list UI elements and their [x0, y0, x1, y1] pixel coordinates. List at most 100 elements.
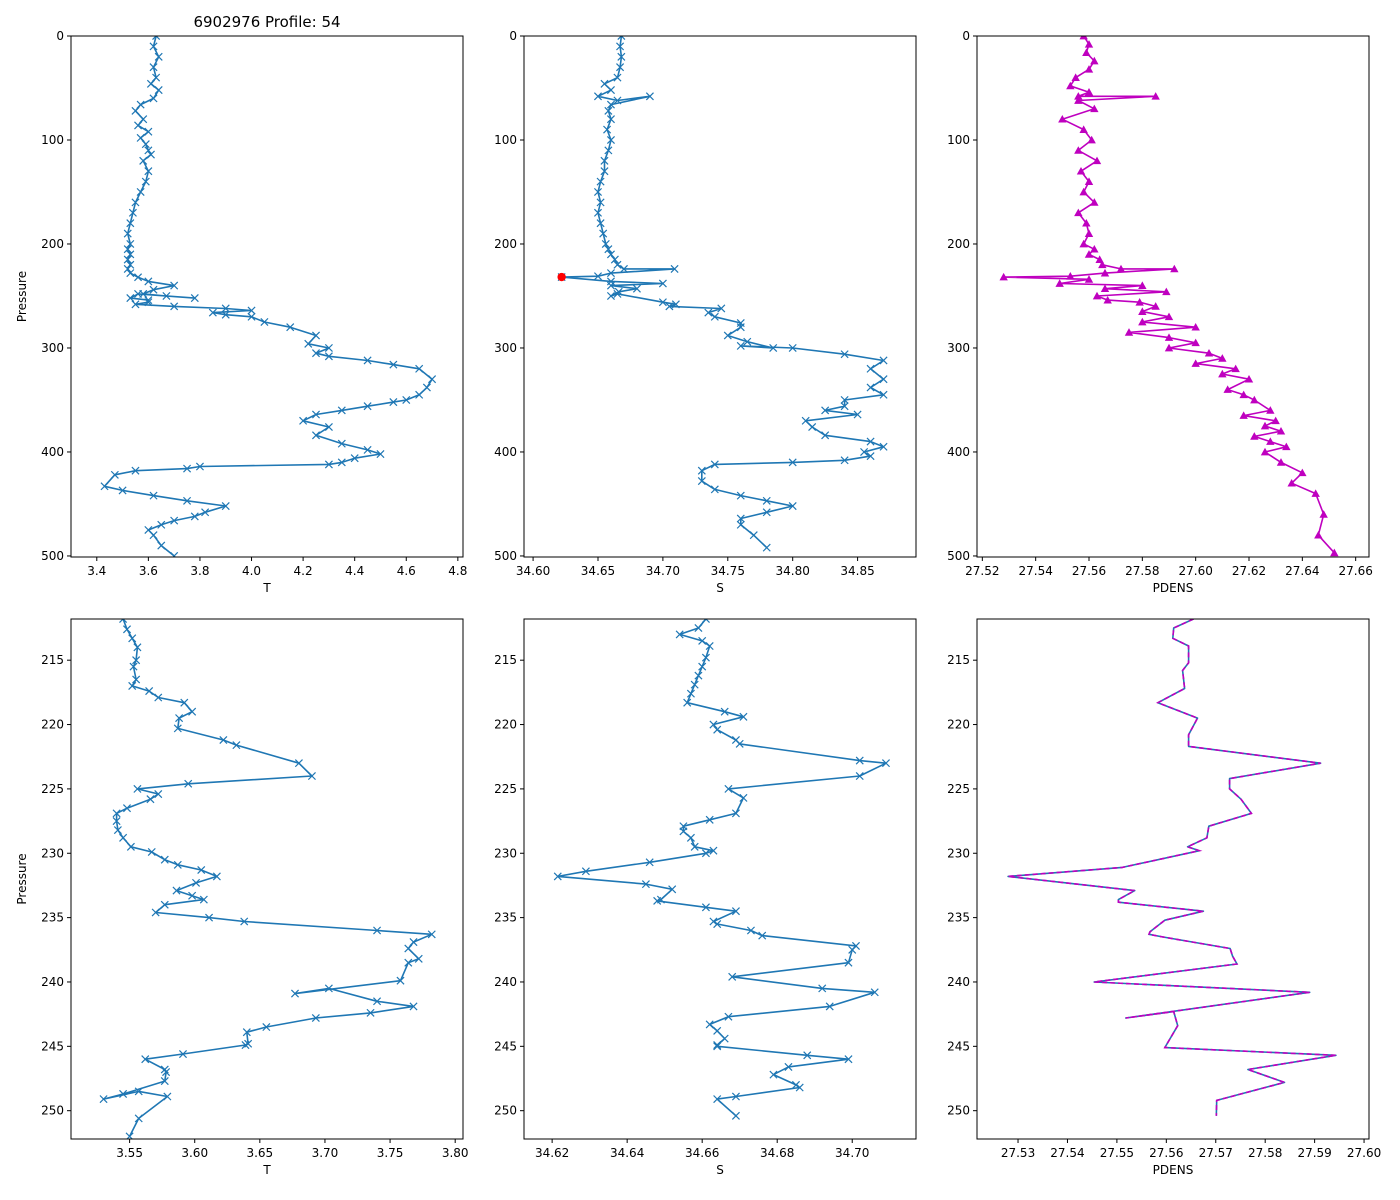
data-point: [242, 1028, 251, 1037]
data-point: [1082, 48, 1091, 56]
chart-plot-zoom_T: [99, 619, 436, 1139]
y-tick-label: 240: [41, 975, 64, 989]
data-point: [801, 416, 810, 425]
data-point: [855, 756, 864, 765]
axes-frame-full_PDENS: [976, 35, 1370, 558]
data-point: [129, 662, 138, 671]
data-point: [613, 260, 622, 269]
figure-title: 6902976 Profile: 54: [193, 13, 340, 31]
data-point: [1055, 279, 1064, 287]
data-point: [1071, 73, 1080, 81]
data-point: [701, 619, 710, 624]
data-point: [404, 958, 413, 967]
data-point: [1138, 317, 1147, 326]
data-point: [791, 1080, 800, 1089]
data-point: [191, 878, 201, 887]
data-point: [136, 133, 145, 142]
y-tick-label: 225: [947, 782, 970, 796]
data-point: [134, 289, 143, 298]
data-point: [337, 406, 346, 415]
data-point: [173, 724, 182, 733]
data-point: [141, 177, 150, 186]
data-point: [683, 698, 692, 707]
chart-panel-zoom_S: 34.62 34.64 34.66 34.68 34.70 215 220 225 230 235…: [494, 618, 917, 1177]
data-point: [739, 793, 748, 802]
data-point: [1231, 364, 1240, 373]
data-point: [160, 900, 169, 909]
data-point: [247, 306, 256, 315]
data-point: [879, 356, 888, 365]
y-tick-label: 100: [494, 133, 517, 147]
data-point: [606, 281, 615, 290]
data-point: [1223, 385, 1232, 393]
chart-plot-full_T: [100, 36, 437, 557]
data-point: [324, 343, 333, 353]
data-point: [152, 36, 161, 41]
flag-point: [557, 272, 566, 282]
data-point: [1191, 338, 1200, 347]
data-point: [1287, 478, 1296, 487]
data-point: [131, 300, 140, 309]
data-point: [606, 250, 615, 259]
data-point: [131, 106, 140, 115]
data-point: [686, 833, 695, 842]
x-tick-label: 3.65: [246, 1146, 273, 1160]
data-point: [1162, 287, 1171, 296]
x-tick-label: 27.56: [1072, 564, 1106, 578]
y-tick-label: 235: [494, 911, 517, 925]
data-point: [840, 402, 849, 411]
data-point: [131, 198, 140, 207]
data-point: [600, 156, 609, 165]
data-point: [601, 239, 610, 249]
data-point: [122, 804, 132, 813]
data-point: [717, 304, 726, 313]
data-point: [376, 450, 385, 459]
data-point: [736, 323, 745, 332]
data-point: [853, 410, 862, 419]
x-tick-label: 27.58: [1125, 564, 1159, 578]
data-point: [758, 931, 767, 940]
data-point: [188, 891, 197, 900]
data-point: [1066, 272, 1075, 280]
data-point: [658, 279, 667, 288]
data-point: [1090, 56, 1099, 65]
data-point: [840, 350, 849, 359]
data-point: [350, 454, 359, 463]
data-point: [749, 531, 758, 540]
data-point: [409, 938, 418, 947]
data-point: [713, 920, 722, 929]
data-point: [1218, 354, 1227, 362]
data-point: [1066, 81, 1075, 90]
data-point: [147, 847, 156, 856]
data-point: [286, 323, 295, 332]
data-point: [128, 681, 137, 690]
x-tick-label: 27.54: [1018, 564, 1052, 578]
data-point: [134, 1114, 143, 1123]
data-point: [170, 551, 179, 557]
data-point: [157, 541, 166, 550]
data-point: [840, 456, 849, 465]
data-point: [606, 269, 615, 278]
data-point: [1266, 437, 1275, 445]
data-point: [1266, 406, 1275, 414]
data-point: [840, 395, 849, 404]
axes-frame-zoom_S: [523, 618, 917, 1140]
x-tick-label: 3.75: [377, 1146, 404, 1160]
data-point: [119, 1089, 128, 1098]
data-point: [1204, 348, 1214, 357]
data-point: [593, 92, 603, 101]
y-tick-label: 220: [41, 718, 64, 732]
data-point: [604, 146, 613, 155]
data-point: [818, 984, 827, 993]
data-point: [170, 281, 179, 290]
data-point: [363, 356, 372, 365]
data-point: [154, 693, 163, 702]
data-point: [1084, 65, 1094, 73]
data-point: [1218, 369, 1227, 378]
data-point: [1191, 359, 1200, 367]
data-point: [144, 298, 153, 307]
data-point: [1100, 268, 1110, 277]
y-tick-label: 0: [962, 29, 970, 43]
data-point: [1079, 239, 1088, 248]
data-point: [1244, 374, 1254, 383]
